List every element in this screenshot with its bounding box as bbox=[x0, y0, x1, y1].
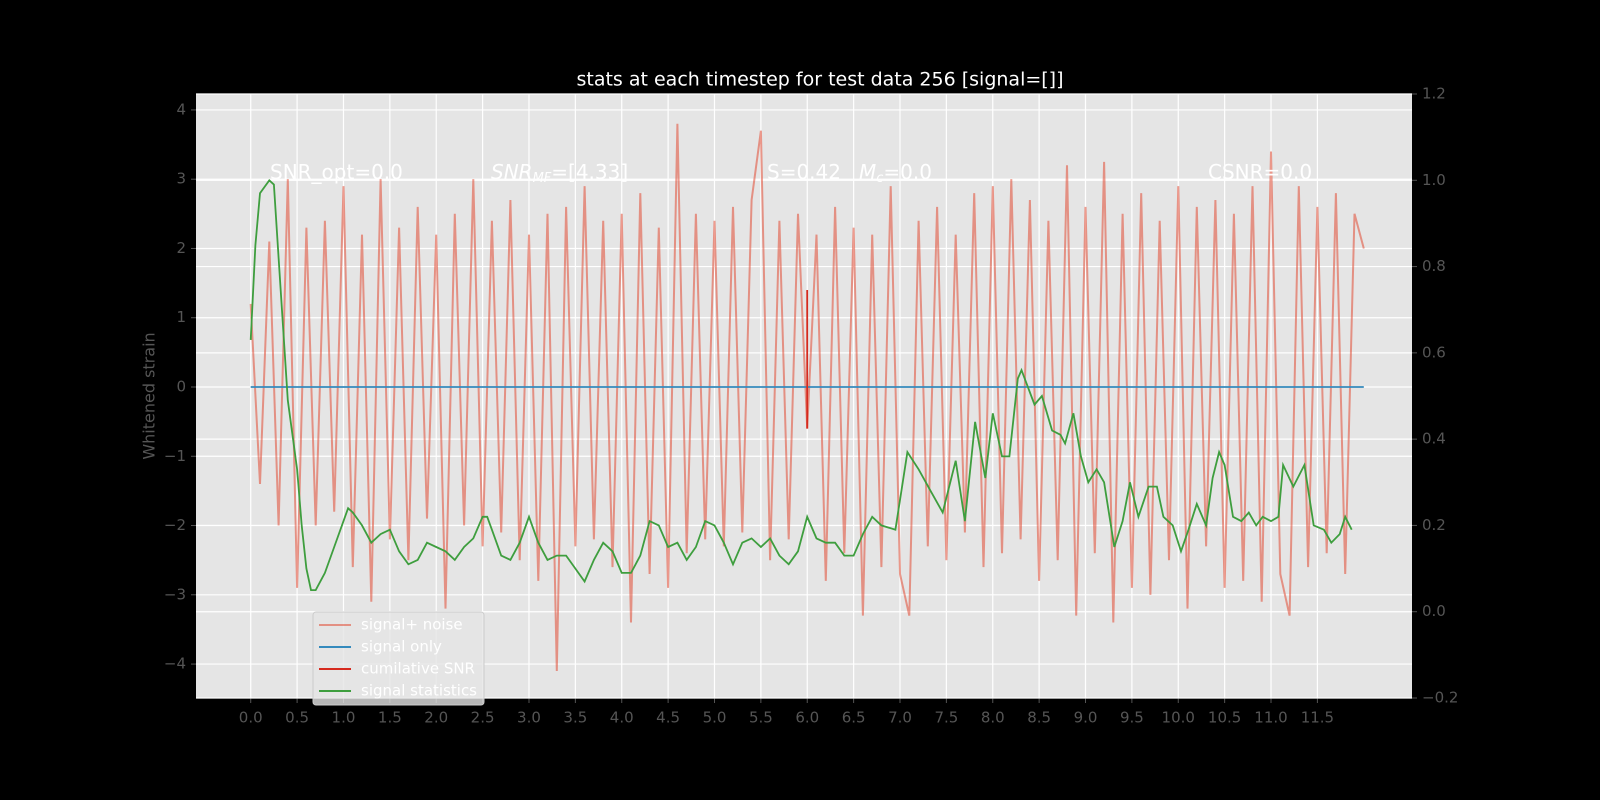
x-tick-label: 2.0 bbox=[424, 709, 448, 727]
series-line bbox=[249, 178, 1353, 591]
legend-label: signal+ noise bbox=[361, 616, 463, 634]
annotation-text: S=0.42 bbox=[767, 160, 841, 184]
y2-tick-label: 0.4 bbox=[1422, 430, 1446, 448]
x-tick-label: 6.5 bbox=[842, 709, 866, 727]
legend-label: signal statistics bbox=[361, 682, 477, 700]
annotation: S=0.42 bbox=[767, 160, 841, 184]
y-tick-label: 1 bbox=[176, 308, 186, 326]
annotation: CSNR=0.0 bbox=[1208, 160, 1312, 184]
x-tick-label: 1.5 bbox=[378, 709, 402, 727]
y2-tick-label: 0.6 bbox=[1422, 343, 1446, 361]
annotation-text: =0.0 bbox=[883, 160, 932, 184]
x-tick-label: 2.5 bbox=[471, 709, 495, 727]
annotation-text: =[4.33] bbox=[551, 160, 628, 184]
annotation-base: SNR bbox=[491, 160, 533, 184]
y2-tick-label: 0.8 bbox=[1422, 257, 1446, 275]
x-tick-label: 7.0 bbox=[888, 709, 912, 727]
x-tick-label: 6.0 bbox=[795, 709, 819, 727]
x-tick-label: 8.0 bbox=[981, 709, 1005, 727]
annotation-text: SNR_opt=0.0 bbox=[270, 160, 403, 184]
x-tick-label: 11.0 bbox=[1254, 709, 1287, 727]
y-tick-label: 3 bbox=[176, 170, 186, 188]
x-tick-label: 3.5 bbox=[563, 709, 587, 727]
x-tick-label: 8.5 bbox=[1027, 709, 1051, 727]
x-tick-label: 9.0 bbox=[1074, 709, 1098, 727]
x-tick-label: 5.5 bbox=[749, 709, 773, 727]
y2-tick-label: 0.0 bbox=[1422, 602, 1446, 620]
y-axis-label: Whitened strain bbox=[140, 332, 159, 459]
legend-label: signal only bbox=[361, 638, 442, 656]
x-tick-label: 4.0 bbox=[610, 709, 634, 727]
x-tick-label: 0.0 bbox=[239, 709, 263, 727]
y2-tick-label: −0.2 bbox=[1422, 689, 1458, 707]
legend-label: cumilative SNR bbox=[361, 660, 475, 678]
x-tick-label: 4.5 bbox=[656, 709, 680, 727]
annotation-sub: MF bbox=[533, 171, 552, 186]
x-tick-label: 10.5 bbox=[1208, 709, 1241, 727]
x-tick-label: 5.0 bbox=[703, 709, 727, 727]
y-tick-label: 0 bbox=[176, 377, 186, 395]
annotation-base: M bbox=[859, 160, 876, 184]
y-tick-label: −1 bbox=[164, 447, 186, 465]
y-tick-label: 2 bbox=[176, 239, 186, 257]
y-tick-label: −4 bbox=[164, 655, 186, 673]
y-tick-label: −3 bbox=[164, 585, 186, 603]
annotation: SNR_opt=0.0 bbox=[270, 160, 403, 184]
x-tick-label: 10.0 bbox=[1162, 709, 1195, 727]
chart-title: stats at each timestep for test data 256… bbox=[576, 69, 1063, 91]
annotation: SNRMF=[4.33] bbox=[491, 160, 628, 186]
annotation-text: CSNR=0.0 bbox=[1208, 160, 1312, 184]
y2-tick-label: 1.0 bbox=[1422, 171, 1446, 189]
legend-box bbox=[312, 611, 485, 706]
x-tick-label: 3.0 bbox=[517, 709, 541, 727]
annotation-sub: c bbox=[876, 171, 883, 186]
x-tick-label: 9.5 bbox=[1120, 709, 1144, 727]
y-tick-label: −2 bbox=[164, 516, 186, 534]
annotation: Mc=0.0 bbox=[859, 160, 932, 186]
x-tick-label: 7.5 bbox=[934, 709, 958, 727]
x-tick-label: 1.0 bbox=[332, 709, 356, 727]
y-tick-label: 4 bbox=[176, 100, 186, 118]
y2-tick-label: 1.2 bbox=[1422, 85, 1446, 103]
y2-tick-label: 0.2 bbox=[1422, 516, 1446, 534]
x-tick-label: 11.5 bbox=[1301, 709, 1334, 727]
x-tick-label: 0.5 bbox=[285, 709, 309, 727]
